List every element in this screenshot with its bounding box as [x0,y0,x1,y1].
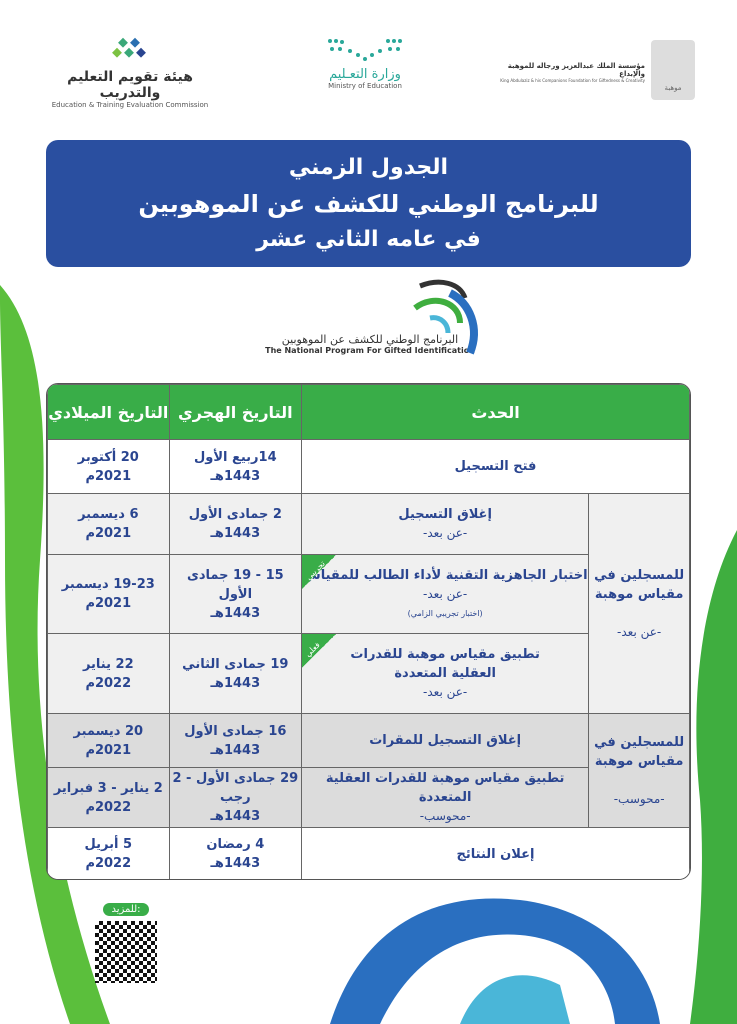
header-gregorian: التاريخ الميلادي [47,384,170,440]
gregorian-cell: 5 أبريل 2022م [47,827,170,879]
moe-dots-icon [328,39,402,61]
table-row: فتح التسجيل 14ربيع الأول 1443هـ 20 أكتوبر… [47,439,690,494]
etec-logo: هيئة تقويم التعليم والتدريب Education & … [45,35,215,109]
table-row: تطبيق مقياس موهبة للقدرات العقلية المتعد… [47,767,690,828]
gregorian-cell: 20 ديسمبر 2021م [47,713,170,768]
etec-name-en: Education & Training Evaluation Commissi… [51,101,209,109]
mawhiba-name-ar: مؤسسة الملك عبدالعزيز ورجاله للموهبة وال… [507,62,645,78]
program-logo: البرنامج الوطني للكشف عن الموهوبين The N… [250,278,490,355]
mawhiba-badge: موهبة [651,40,695,100]
gregorian-cell: 2 يناير - 3 فبراير 2022م [47,767,170,828]
event-cell: إعلان النتائج [301,827,690,879]
event-cell: تجريبي اختبار الجاهزية التقنية لأداء الطا… [301,554,590,634]
actual-ribbon: فعلي [302,634,337,668]
hijri-cell: 29 جمادى الأول - 2 رجب 1443هـ [168,767,303,828]
moe-logo: وزارة التعـليم Ministry of Education [300,35,430,90]
header-event: الحدث [301,384,690,440]
hijri-cell: 19 جمادى الثاني 1443هـ [168,633,303,714]
mawhiba-name-en: King Abdulaziz & his Companions Foundati… [500,78,645,83]
program-name-en: The National Program For Gifted Identifi… [265,346,475,355]
event-cell: فعلي تطبيق مقياس موهبة للقدرات العقلية الم… [301,633,590,714]
etec-name-ar: هيئة تقويم التعليم والتدريب [67,69,193,101]
more-label: للمزيد: [103,903,149,916]
table-row: للمسجلين في مقياس موهبة -عن بعد- إغلاق الت… [47,493,690,714]
mawhiba-logo: مؤسسة الملك عبدالعزيز ورجاله للموهبة وال… [500,40,695,100]
schedule-table: الحدث التاريخ الهجري التاريخ الميلادي فت… [46,383,691,880]
group-cell-remote: للمسجلين في مقياس موهبة -عن بعد- [588,493,690,714]
moe-name-en: Ministry of Education [328,82,402,90]
moe-name-ar: وزارة التعـليم [329,67,401,82]
event-cell: إغلاق التسجيل للمقرات [301,713,590,768]
title-line-2: للبرنامج الوطني للكشف عن الموهوبين [138,190,599,218]
header-hijri: التاريخ الهجري [168,384,303,440]
more-info: للمزيد: [95,897,157,983]
table-row: إعلان النتائج 4 رمضان 1443هـ 5 أبريل 2022م [47,827,690,879]
title-line-3: في عامه الثاني عشر [256,227,481,252]
table-header-row: الحدث التاريخ الهجري التاريخ الميلادي [47,384,690,440]
table-row: فعلي تطبيق مقياس موهبة للقدرات العقلية الم… [47,633,690,714]
hijri-cell: 2 جمادى الأول 1443هـ [168,493,303,555]
gregorian-cell: 6 ديسمبر 2021م [47,493,170,555]
gregorian-cell: 19-23 ديسمبر 2021م [47,554,170,634]
etec-emblem-icon [112,37,146,58]
program-emblem-icon [413,279,478,355]
qr-code-icon[interactable] [95,921,157,983]
group-cell-computerized: للمسجلين في مقياس موهبة -محوسب- [588,713,690,828]
event-cell: إغلاق التسجيل -عن بعد- [301,493,590,555]
table-row: للمسجلين في مقياس موهبة -محوسب- إغلاق التس… [47,713,690,828]
program-name-ar: البرنامج الوطني للكشف عن الموهوبين [281,333,459,346]
hijri-cell: 4 رمضان 1443هـ [168,827,303,879]
hijri-cell: 15 - 19 جمادى الأول 1443هـ [168,554,303,634]
trial-ribbon: تجريبي [302,555,337,589]
title-line-1: الجدول الزمني [288,155,449,180]
event-cell: فتح التسجيل [301,439,690,494]
title-banner: الجدول الزمني للبرنامج الوطني للكشف عن ا… [46,140,691,267]
gregorian-cell: 20 أكتوبر 2021م [47,439,170,494]
gregorian-cell: 22 يناير 2022م [47,633,170,714]
hijri-cell: 16 جمادى الأول 1443هـ [168,713,303,768]
hijri-cell: 14ربيع الأول 1443هـ [168,439,303,494]
event-cell: تطبيق مقياس موهبة للقدرات العقلية المتعد… [301,767,590,828]
table-row: تجريبي اختبار الجاهزية التقنية لأداء الطا… [47,554,690,634]
